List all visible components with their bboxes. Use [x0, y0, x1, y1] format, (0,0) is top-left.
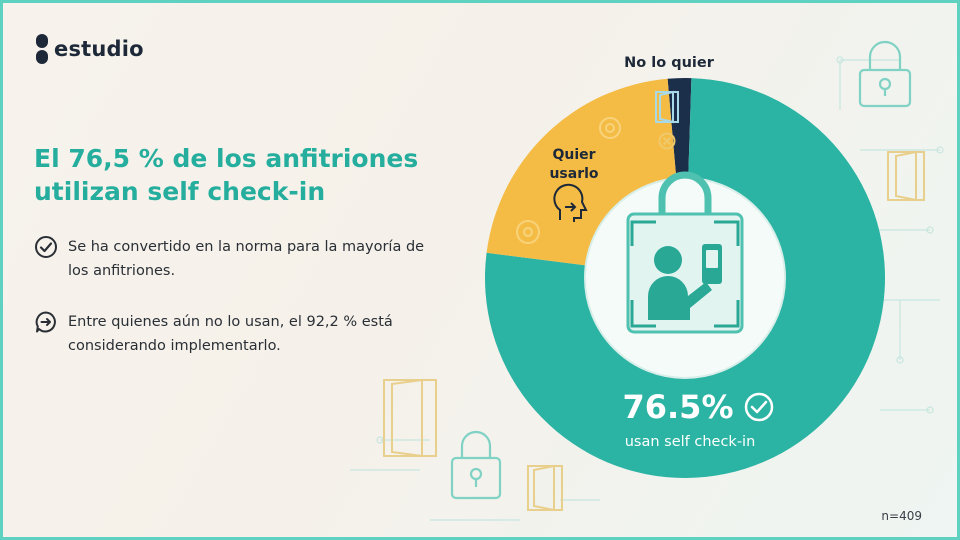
door-icon — [527, 464, 563, 512]
main-value: 76.5% — [622, 388, 733, 426]
brand-name: estudio — [54, 37, 144, 61]
door-icon — [655, 90, 679, 124]
slice-uses-self-checkin — [485, 78, 885, 478]
self-checkin-icon — [626, 171, 744, 334]
padlock-icon — [450, 430, 502, 500]
main-caption: usan self check-in — [625, 434, 756, 450]
gear-icon — [516, 117, 621, 244]
label-want-line1: Quier — [552, 147, 595, 163]
door-icon — [887, 150, 925, 202]
sample-size-note: n=409 — [881, 509, 922, 523]
check-circle-icon — [744, 392, 774, 422]
slice-wants-to-use — [486, 78, 677, 266]
brand-mark-icon — [36, 34, 48, 64]
bullet-text: Se ha convertido en la norma para la may… — [68, 239, 425, 279]
headline: El 76,5 % de los anfitriones utilizan se… — [34, 144, 419, 206]
bullet-item: Entre quienes aún no lo usan, el 92,2 % … — [34, 310, 434, 358]
check-circle-icon — [35, 236, 57, 258]
close-circle-icon — [658, 132, 676, 150]
bullet-text: Entre quienes aún no lo usan, el 92,2 % … — [68, 314, 393, 354]
brand-logo: estudio — [36, 34, 144, 64]
label-want-line2: usarlo — [549, 166, 598, 182]
bullet-item: Se ha convertido en la norma para la may… — [34, 235, 434, 283]
padlock-icon — [858, 40, 912, 108]
head-arrow-icon — [553, 183, 588, 222]
door-icon — [383, 378, 437, 458]
label-dont-want: No lo quier — [624, 55, 715, 71]
arrow-chat-icon — [35, 311, 56, 333]
